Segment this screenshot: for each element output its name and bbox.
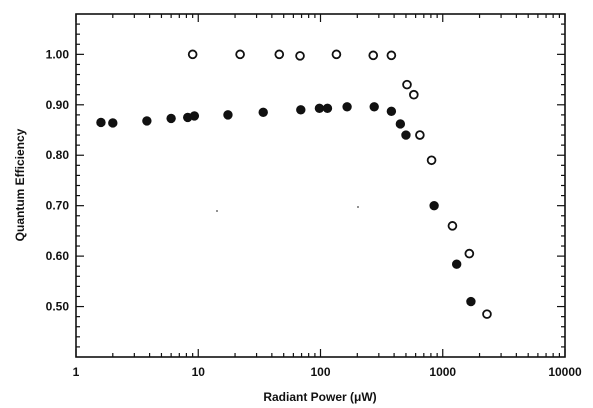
scan-speck [216,210,218,212]
open-data-point [402,79,412,90]
y-tick-label: 1.00 [46,47,70,61]
filled-data-point [386,106,397,117]
filled-data-point [314,103,325,114]
filled-data-point [189,111,200,121]
x-tick-label: 10 [192,365,206,379]
x-axis-title: Radiant Power (μW) [263,390,376,404]
plot-frame [75,13,566,358]
x-tick-label: 1000 [429,365,456,379]
open-data-point [331,49,342,60]
filled-data-point [401,130,411,140]
y-tick-label: 0.80 [46,148,70,162]
open-data-point [409,89,419,100]
open-data-point [482,309,492,319]
open-data-point [464,248,475,259]
points-layer [96,49,492,319]
x-tick-label: 1 [73,365,80,379]
y-tick-label: 0.70 [46,199,70,213]
filled-data-point [342,102,352,112]
y-tick-label: 0.50 [46,300,70,314]
open-data-point [368,50,379,61]
filled-data-point [322,103,333,114]
x-tick-label: 10000 [548,365,582,379]
filled-data-point [466,296,476,307]
filled-data-point [108,118,118,128]
open-data-point [415,130,425,140]
x-tick-label: 100 [310,365,330,379]
filled-data-point [258,107,268,118]
scan-speck [357,206,359,208]
filled-data-point [142,116,152,126]
open-data-point [386,50,397,61]
open-data-point [295,51,305,61]
filled-data-point [369,102,379,112]
open-data-point [426,155,437,166]
open-data-point [187,49,198,60]
filled-data-point [451,259,462,269]
y-tick-label: 0.90 [46,98,70,112]
y-axis-title: Quantum Efficiency [13,128,27,241]
filled-data-point [296,105,306,115]
filled-data-point [429,200,439,211]
y-tick-label: 0.60 [46,249,70,263]
ticks-layer [75,14,566,357]
open-data-point [274,49,285,60]
filled-data-point [223,110,233,120]
filled-data-point [96,117,106,128]
filled-data-point [395,119,406,129]
filled-data-point [166,113,176,124]
open-data-point [447,221,458,231]
labels-layer: 1 10 100 1000 10000 0.50 0.60 0.70 0.80 0.90 1.00 [46,47,582,379]
open-data-point [235,49,245,60]
